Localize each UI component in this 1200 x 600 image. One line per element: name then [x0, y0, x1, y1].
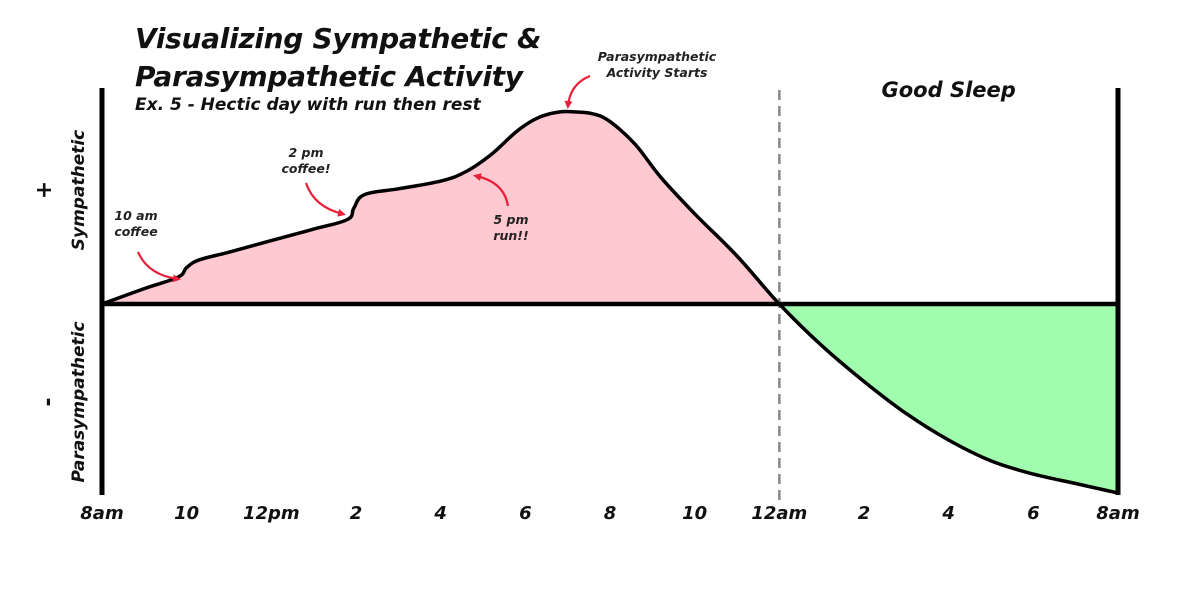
x-tick-label: 8am — [80, 503, 123, 524]
x-tick-label: 12pm — [243, 503, 300, 524]
x-tick-label: 2 — [858, 503, 871, 524]
annotation-text: 2 pm coffee! — [281, 145, 330, 176]
chart-title-line2: Parasympathetic Activity — [135, 60, 523, 93]
x-tick-label: 4 — [941, 503, 955, 524]
annotation-text-line: 10 am — [114, 208, 157, 223]
annotation-text-line: Activity Starts — [606, 65, 708, 80]
negative-sign: - — [36, 397, 61, 406]
annotation: 2 pm coffee! — [281, 145, 346, 217]
annotation-text-line: coffee! — [281, 161, 330, 176]
positive-sign: + — [32, 181, 57, 199]
annotation-text-line: run!! — [493, 228, 528, 243]
region-label-good-sleep: Good Sleep — [882, 78, 1016, 102]
x-tick-label: 10 — [174, 503, 199, 524]
chart-title: Visualizing Sympathetic & Parasympatheti… — [135, 20, 541, 96]
annotation-arrow — [473, 173, 510, 207]
annotation-arrow — [136, 251, 181, 283]
annotation-arrow — [304, 182, 346, 217]
annotation: Parasympathetic Activity Starts — [564, 49, 717, 109]
annotation: 10 am coffee — [114, 208, 181, 283]
activity-line — [101, 109, 1119, 495]
annotation-text-line: 2 pm — [288, 145, 323, 160]
x-tick-label: 6 — [519, 503, 532, 524]
annotation-text-line: coffee — [114, 224, 157, 239]
annotation: 5 pm run!! — [473, 173, 529, 243]
sympathetic-area — [102, 111, 780, 304]
y-label-parasympathetic: Parasympathetic — [69, 321, 89, 482]
annotation-text-line: 5 pm — [493, 212, 528, 227]
annotation-text: Parasympathetic Activity Starts — [598, 49, 717, 80]
x-tick-label: 10 — [682, 503, 707, 524]
x-tick-label: 4 — [433, 503, 447, 524]
x-tick-label: 6 — [1027, 503, 1040, 524]
annotation-text-line: Parasympathetic — [598, 49, 717, 64]
x-tick-label: 12am — [751, 503, 807, 524]
chart-title-line1: Visualizing Sympathetic & — [135, 22, 542, 55]
x-tick-label: 8am — [1096, 503, 1139, 524]
chart-subtitle: Ex. 5 - Hectic day with run then rest — [135, 95, 481, 115]
annotation-text: 5 pm run!! — [493, 212, 528, 243]
y-label-sympathetic: Sympathetic — [69, 130, 89, 250]
annotation-arrow — [564, 74, 591, 109]
parasympathetic-area — [779, 304, 1118, 493]
x-tick-label: 2 — [350, 503, 363, 524]
x-tick-label: 8 — [604, 503, 617, 524]
annotation-text: 10 am coffee — [114, 208, 157, 239]
